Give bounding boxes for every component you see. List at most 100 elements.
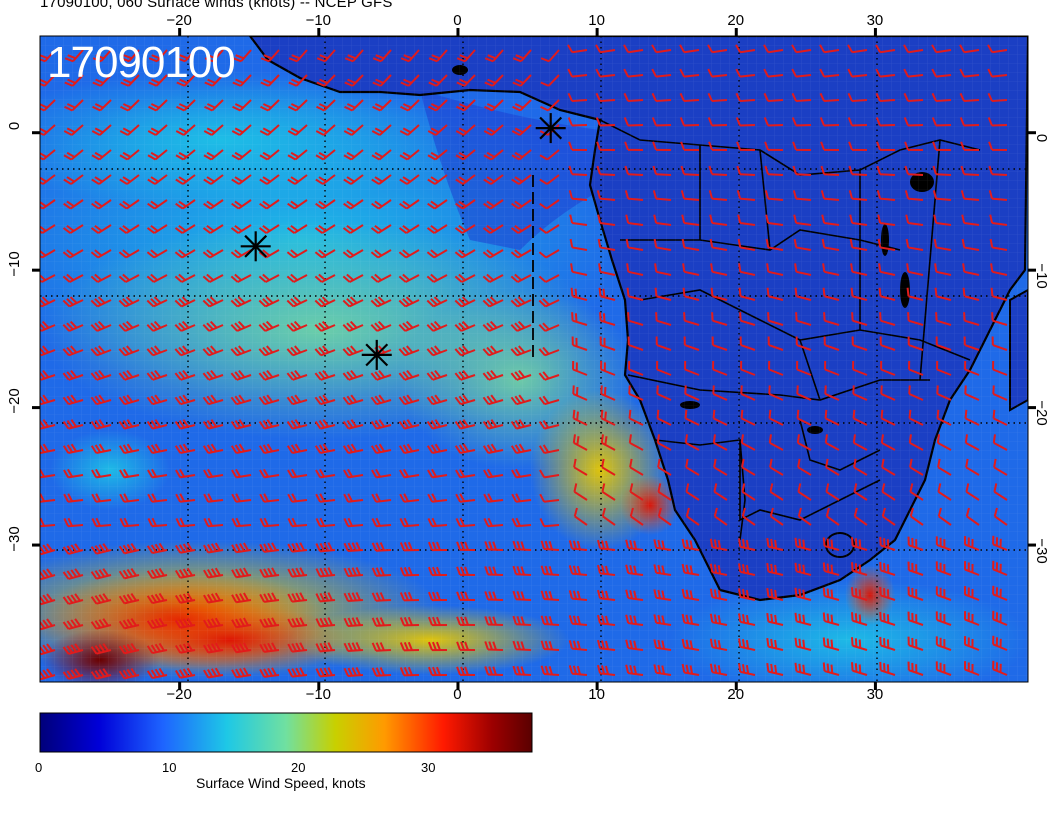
wind-barb [399,174,420,185]
wind-barb [822,612,840,626]
wind-barb [571,336,588,351]
wind-barb [987,117,1008,127]
wind-barb [342,345,364,357]
wind-barb [91,174,112,185]
wind-barb [287,149,308,161]
wind-barb [909,507,924,526]
wind-barb [709,638,728,651]
wind-barb [120,49,140,63]
wind-barb [454,419,476,430]
wind-barb [146,542,168,555]
wind-barb [709,214,728,226]
wind-barb [682,287,700,301]
wind-barb [427,616,448,627]
wind-barb [987,68,1008,78]
wind-barb [175,517,196,528]
wind-barb [456,566,476,576]
wind-barb [454,443,476,454]
wind-barb [40,49,56,63]
wind-barb [146,249,168,259]
wind-barbs [40,44,1008,681]
wind-barb [315,592,336,603]
wind-barb [120,74,140,87]
lat-tick-mark [1028,268,1036,272]
wind-barb [427,174,448,185]
wind-barb [599,312,616,326]
wind-barb [119,517,140,528]
wind-barb [456,49,476,63]
colorbar-tick-0: 0 [35,760,43,775]
wind-barb [654,287,672,301]
wind-barb [876,165,896,176]
wind-barb [398,296,420,308]
wind-barb [681,663,700,676]
wind-barb [600,434,616,451]
wind-barb [684,360,700,376]
wind-barb [763,44,784,54]
wind-barb [146,394,168,406]
wind-barb [993,458,1008,476]
wind-barb [965,458,980,476]
wind-barb [258,320,280,332]
wind-barb [737,238,756,251]
wind-barb [963,561,980,576]
wind-barb [657,483,672,501]
wind-barb [483,493,504,503]
wind-barb [904,165,924,176]
wind-barb [230,249,252,259]
wind-barb [484,74,504,87]
wind-barb [822,587,840,601]
wind-barb [768,385,784,401]
wind-barb [90,568,112,580]
wind-barb [792,141,812,151]
lon-tick-mark [595,682,599,690]
wind-barb [427,541,448,552]
wind-barb [230,224,252,234]
wind-barb [903,117,924,127]
wind-barb [343,542,364,553]
wind-barb [907,586,924,601]
wind-barb [653,639,672,651]
wind-barb [454,273,476,283]
wind-barb [371,642,392,652]
wind-barb [878,287,896,301]
wind-barb [962,263,980,276]
wind-barb [847,68,868,78]
wind-barb [426,345,448,357]
wind-barb [258,224,280,234]
wind-barb [880,409,896,426]
wind-barb [625,539,644,551]
wind-barb [176,74,196,87]
wind-barb [203,542,224,554]
wind-barb [202,369,224,381]
wind-barb [511,517,532,528]
wind-barb [738,538,756,551]
wind-barb [629,483,644,501]
wind-barb [202,320,224,332]
wind-barb [484,641,504,651]
wind-barb [538,395,560,406]
wind-barb [764,190,784,201]
wind-barb [343,493,364,503]
lon-tick-mark [456,682,460,690]
lat-tick-label-left: 0 [6,122,23,131]
wind-barb [372,99,392,112]
lon-tick-label-top: 10 [588,12,605,29]
wind-barb [936,360,952,376]
wind-barb [738,263,756,276]
wind-barb [819,68,840,78]
wind-barb [90,543,112,555]
wind-barb [315,493,336,503]
wind-barb [570,263,588,276]
wind-barb [202,296,224,308]
wind-barb [737,214,756,226]
wind-barb [40,493,56,503]
wind-barb [456,641,476,651]
wind-barb [794,637,812,651]
wind-barb [597,539,616,551]
wind-barb [483,199,504,210]
wind-barb [482,296,504,308]
wind-barb [540,590,560,601]
wind-barb [765,238,784,251]
wind-barb [797,458,812,476]
